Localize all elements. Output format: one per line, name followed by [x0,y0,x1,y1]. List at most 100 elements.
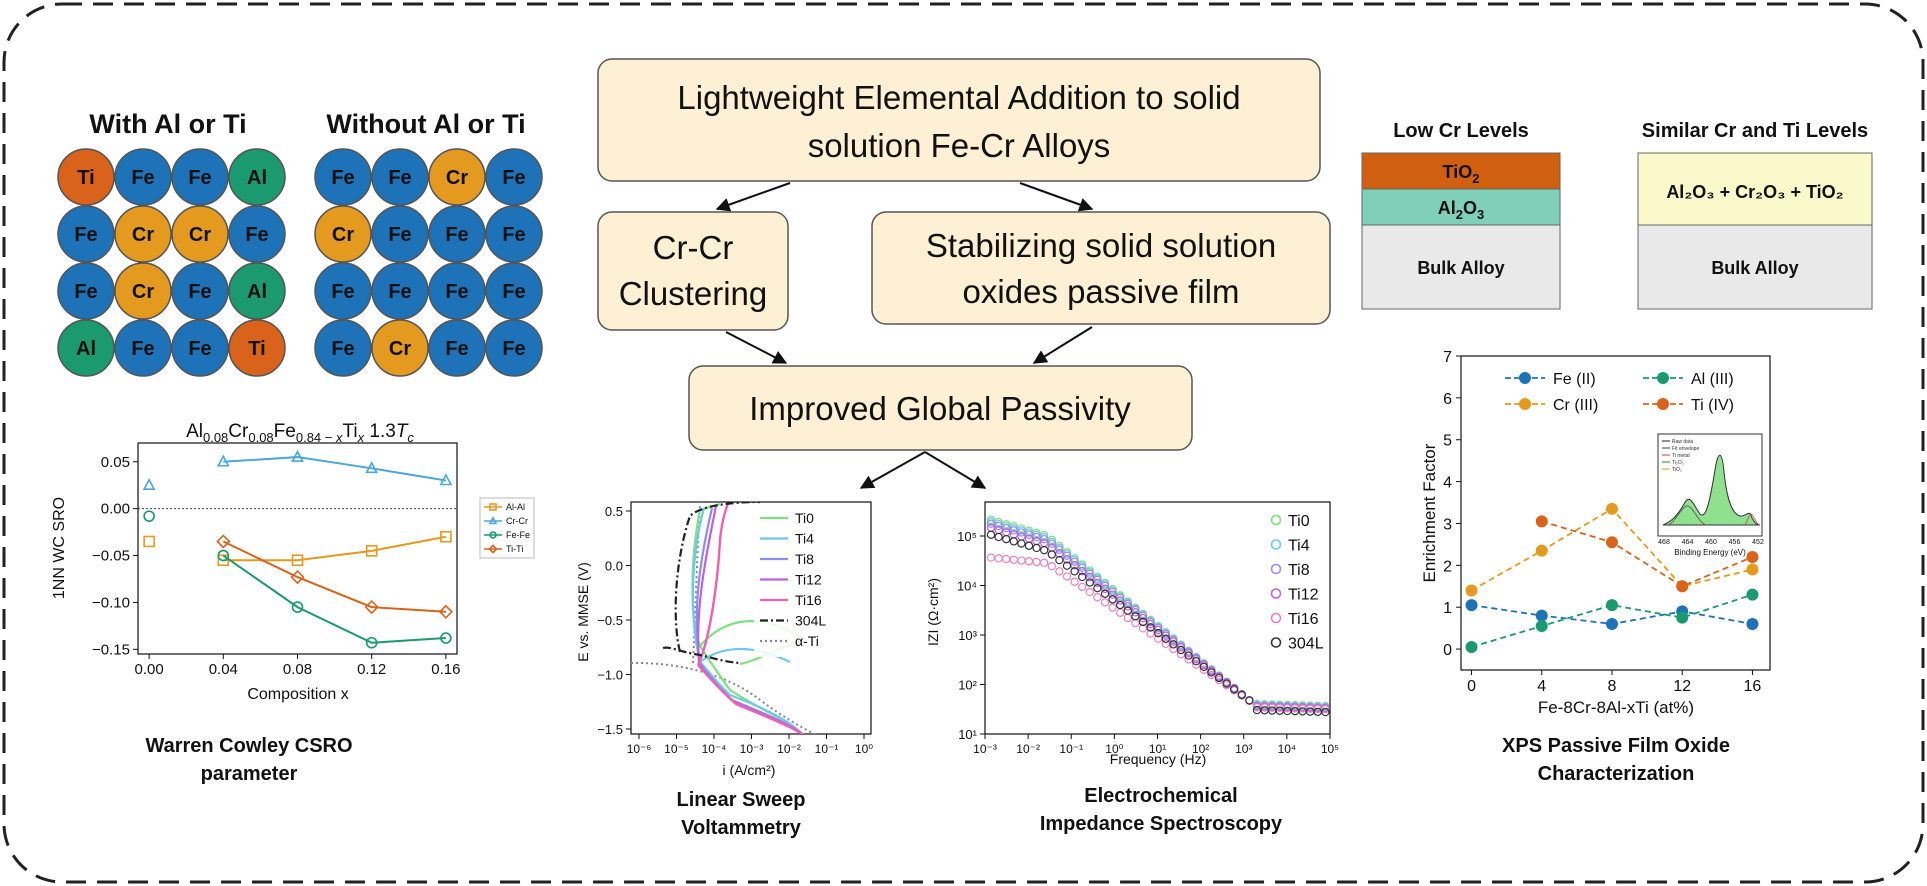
eis-point [1032,557,1041,567]
xps-point [1605,502,1618,515]
eis-point [1017,539,1026,548]
atom-fe [171,319,229,377]
eis-legend: Ti0 Ti4 Ti8 Ti12 Ti16 304L [1270,513,1324,653]
atom-fe [314,148,372,206]
eis-legend-label: Ti16 [1288,611,1319,628]
xps-point [1465,640,1478,653]
xps-point [1746,588,1759,601]
atom-label: Cr [332,224,354,246]
arrow-top-right [1019,182,1094,212]
eis-xtick-label: 10⁰ [1105,742,1123,756]
lsv-legend: Ti0 Ti4 Ti8 Ti12 Ti16 304L α-Ti [754,505,868,657]
lsv-legend-label: 304L [795,613,826,629]
flow-bottom-label: Improved Global Passivity [749,390,1131,427]
sro-point [291,554,304,567]
sro-legend-label: Cr-Cr [506,516,528,526]
eis-point [1032,532,1041,542]
xps-legend-label: Cr (III) [1553,397,1598,414]
xps-ytick-label: 7 [1443,349,1452,366]
eis-xtick-label: 10⁻² [1016,742,1040,756]
eis-point [1024,557,1034,566]
eis-point [1047,550,1057,559]
atom-fe [57,205,115,263]
xps-inset-legend-label: Ti₂O₃ [1672,460,1684,466]
eis-point [1199,662,1209,672]
sro-point [291,601,304,613]
eis-point [1085,569,1095,579]
layer-tio2 [1361,152,1561,190]
lsv-xtick-label: 10⁻¹ [815,742,839,756]
xps-plot-frame [1460,355,1771,671]
eis-point [1146,623,1155,632]
atom-al [228,148,286,206]
eis-point [994,532,1003,542]
sro-line-fe-fe [222,554,446,644]
eis-xtick-label: 10⁴ [1278,742,1297,756]
eis-point [1100,581,1110,591]
eis-caption-line-2: Impedance Spectroscopy [1040,813,1283,835]
lsv-curve-alpha-ti-anodic [692,502,701,664]
eis-point [1176,650,1186,659]
sro-point-isolated [143,510,155,522]
xps-point [1746,617,1759,630]
eis-point [1100,589,1110,598]
eis-point [1100,598,1110,607]
eis-point [1002,523,1011,533]
eis-point [1070,577,1079,586]
eis-point [1245,696,1254,705]
atom-ti [228,319,286,377]
eis-point [1207,668,1216,677]
atom-label: Fe [502,224,525,246]
xps-legend-marker [1519,398,1531,410]
xps-inset-component-1 [1667,505,1707,526]
eis-point [1009,526,1019,535]
sro-line-cr-cr [223,456,447,482]
eis-point [1115,608,1125,617]
eis-xtick-label: 10³ [1235,742,1252,756]
atom-ti [57,148,115,206]
eis-point [1229,685,1239,694]
sro-point [217,549,230,562]
atom-label: Fe [445,224,468,246]
atom-fe [371,205,429,263]
eis-xtick-label: 10⁻¹ [1059,742,1083,756]
sro-point [216,454,230,467]
lattice-with-title: With Al or Ti [89,109,246,139]
xps-point [1465,584,1478,597]
eis-point [1153,628,1163,638]
atom-fe [428,205,486,263]
atom-label: Fe [188,338,211,360]
oxide-layers-panel: Low Cr Levels Similar Cr and Ti Levels T… [1361,120,1873,310]
atom-fe [485,205,543,263]
eis-point [1077,582,1087,592]
atom-label: Ti [248,338,265,360]
eis-point [1055,555,1064,565]
eis-legend-label: Ti8 [1288,562,1310,579]
lattice-panel: With Al or Ti Without Al or Ti Ti Fe Fe Al F… [57,109,543,377]
eis-legend-label: Ti4 [1288,538,1310,555]
xps-ytick-label: 1 [1443,600,1452,617]
eis-point [1184,655,1193,664]
lsv-legend-label: Ti4 [795,531,814,547]
xps-inset-legend-label: TiO₂ [1672,467,1682,473]
eis-legend-marker [1270,588,1282,599]
xps-ytick-label: 0 [1443,642,1452,659]
eis-point [1191,660,1201,669]
eis-point [1085,587,1095,597]
sro-line-ti-ti [222,540,446,613]
eis-point [994,554,1003,563]
sro-point [216,534,231,549]
flow-right-line-2: oxides passive film [963,273,1240,310]
lsv-axes: 10⁻⁶ 10⁻⁵ 10⁻⁴ 10⁻³ 10⁻² 10⁻¹ 10⁰ 0.5 0.0 −0.5 −1.… [597,504,873,756]
atom-label: Cr [389,338,411,360]
lsv-ytick-label: 0.0 [605,559,623,574]
atom-label: Fe [331,281,354,303]
eis-point [1032,543,1041,553]
eis-point [1062,561,1072,570]
xps-inset-ticks: 468 464 460 456 452 [1658,539,1764,546]
lsv-xtick-label: 10⁻⁶ [627,742,652,756]
